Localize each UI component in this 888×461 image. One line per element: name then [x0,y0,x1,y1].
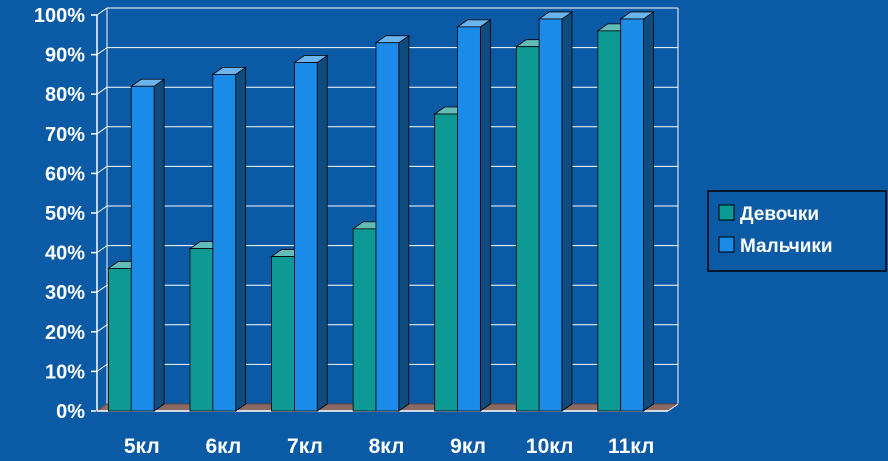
bar [597,30,622,412]
bar-side [398,34,410,412]
bar [620,18,644,412]
y-tick-label: 0% [56,401,85,423]
legend: Девочки Мальчики [707,190,887,272]
x-tick-label: 10кл [526,435,573,458]
bar-side [479,19,491,412]
y-tick-label: 30% [45,282,85,304]
gridline-slant [96,284,108,293]
bar [212,74,237,412]
y-tick-label: 60% [45,163,85,185]
y-tick-label: 20% [45,322,85,344]
y-tick-label: 90% [45,45,85,67]
floor-edge [667,403,679,412]
gridline-slant [96,126,108,135]
legend-box [707,190,887,272]
x-tick-label: 11кл [608,435,654,458]
gridline-slant [96,245,108,254]
gridline-slant [96,47,108,56]
gridline-slant [96,363,108,372]
bar [130,85,155,412]
gridline-slant [96,324,108,333]
y-tick-label: 40% [45,243,85,265]
bar [434,113,458,412]
bar [375,42,400,412]
bar [108,268,132,412]
bar [189,248,214,412]
x-tick-label: 9кл [450,435,486,458]
legend-swatch [718,204,735,221]
y-axis: 0% 10% 20% 30% 40% 50% 60% 70% 80% 90% 100% [34,5,85,423]
x-tick-label: 6кл [205,435,241,458]
legend-swatch [718,236,735,253]
x-tick-label: 7кл [287,435,323,458]
x-axis: 5кл 6кл 7кл 8кл 9кл 10кл 11кл [124,435,654,458]
legend-label: Мальчики [740,236,833,257]
x-tick-label: 5кл [124,435,160,458]
bar-side [235,66,247,412]
y-tick-label: 10% [45,361,85,383]
gridline-slant [96,7,108,16]
y-tick-label: 100% [34,5,85,27]
bar [457,26,481,412]
gridline-slant [96,165,108,174]
bar [294,62,318,412]
bar [515,46,540,412]
y-tick-label: 50% [45,203,85,225]
gridline-slant [96,205,108,214]
legend-label: Девочки [740,204,819,225]
bar-side [561,11,573,412]
bar-side [643,11,654,412]
bar [271,256,295,412]
y-tick-label: 80% [45,84,85,106]
bar-side [153,78,165,412]
gridline-slant [96,86,108,95]
bar-side [316,54,328,412]
bars-layer [107,11,655,412]
y-tick-label: 70% [45,124,85,146]
x-tick-label: 8кл [369,435,405,458]
bar [352,228,377,412]
bar [538,18,563,412]
